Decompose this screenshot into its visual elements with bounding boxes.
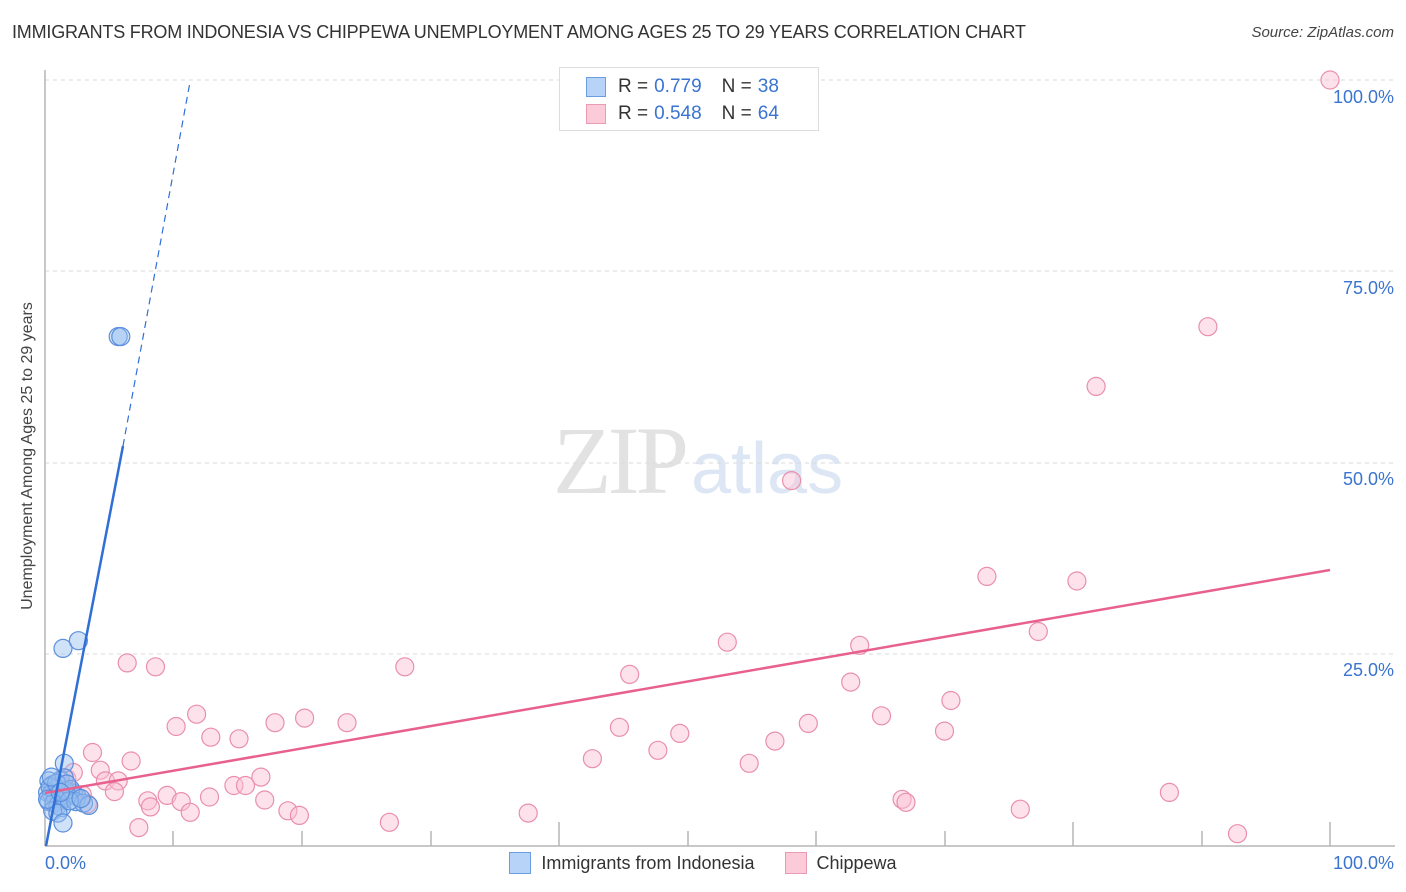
data-point	[739, 753, 759, 773]
n-value: 64	[757, 103, 779, 124]
n-label: N =	[721, 103, 752, 124]
n-label: N =	[721, 76, 752, 97]
data-point	[251, 767, 271, 787]
data-point	[79, 795, 99, 816]
data-point	[717, 632, 737, 652]
data-point	[278, 801, 298, 821]
legend-item-chippewa[interactable]: Chippewa	[784, 852, 897, 874]
watermark-atlas: atlas	[691, 429, 844, 509]
data-point	[1010, 799, 1030, 819]
data-point	[129, 817, 149, 838]
data-point	[199, 787, 220, 807]
x-axis-ticks	[172, 822, 1331, 846]
data-point	[255, 790, 275, 810]
indonesia-legend-swatch	[509, 852, 532, 874]
data-point	[111, 327, 131, 347]
data-point	[229, 729, 249, 749]
r-label: R =	[618, 103, 649, 124]
data-point	[224, 775, 244, 796]
r-value: 0.548	[654, 103, 702, 124]
indonesia-trendline-extension	[122, 81, 191, 447]
data-point	[71, 788, 91, 809]
gridlines	[45, 79, 1395, 655]
data-point	[166, 716, 186, 737]
data-point	[871, 706, 892, 726]
r-value: 0.779	[654, 76, 702, 97]
watermark: ZIPatlas	[553, 405, 843, 516]
trendlines	[44, 81, 1331, 847]
data-point	[337, 713, 357, 733]
data-point	[265, 713, 285, 733]
data-point	[379, 812, 399, 832]
data-point	[648, 740, 668, 760]
watermark-zip: ZIP	[553, 407, 689, 514]
legend-row-indonesia: R = 0.779 N = 38	[586, 74, 779, 100]
data-point	[1198, 317, 1218, 337]
data-point	[140, 797, 160, 817]
data-point	[157, 785, 177, 806]
data-point	[841, 672, 861, 692]
data-point	[934, 721, 955, 741]
data-point	[609, 717, 630, 737]
axes	[44, 70, 1395, 847]
data-point	[145, 657, 166, 677]
data-point	[582, 749, 603, 769]
x-tick-100: 100.0%	[1332, 853, 1394, 873]
indonesia-swatch	[586, 77, 606, 97]
data-point	[1086, 376, 1106, 396]
n-value: 38	[757, 76, 779, 97]
data-point	[1159, 782, 1180, 803]
data-point	[117, 653, 137, 673]
legend-item-indonesia[interactable]: Immigrants from Indonesia	[509, 852, 755, 874]
data-point	[395, 657, 415, 677]
data-point	[896, 792, 916, 812]
series-legend: Immigrants from Indonesia Chippewa	[0, 852, 1406, 874]
chippewa-legend-swatch	[784, 852, 807, 874]
data-point	[53, 813, 73, 833]
data-point	[620, 664, 640, 685]
data-point	[765, 731, 785, 751]
x-tick-0: 0.0%	[45, 853, 87, 873]
data-point	[180, 802, 200, 822]
indonesia-trendline	[44, 445, 125, 847]
data-point	[68, 631, 89, 651]
r-label: R =	[618, 76, 649, 97]
data-point	[187, 704, 207, 724]
y-tick-50: 50.0%	[1342, 469, 1394, 489]
data-point	[53, 638, 73, 659]
data-point	[289, 805, 309, 826]
y-tick-75: 75.0%	[1342, 278, 1394, 298]
data-point	[121, 751, 141, 771]
data-point	[670, 723, 690, 744]
data-point	[295, 708, 315, 728]
chippewa-trendline	[44, 568, 1331, 795]
data-point	[1227, 824, 1248, 844]
data-point	[104, 781, 125, 802]
legend-row-chippewa: R = 0.548 N = 64	[586, 101, 779, 127]
y-axis-label: Unemployment Among Ages 25 to 29 years	[19, 302, 36, 610]
y-tick-25: 25.0%	[1342, 660, 1394, 680]
data-point	[90, 760, 110, 780]
legend-label: Immigrants from Indonesia	[541, 852, 755, 873]
data-point	[1320, 70, 1340, 90]
data-point	[1028, 621, 1048, 642]
legend-label: Chippewa	[816, 852, 897, 873]
y-tick-100: 100.0%	[1332, 87, 1394, 107]
data-point	[518, 803, 538, 823]
chippewa-swatch	[586, 104, 606, 124]
data-point	[941, 690, 961, 711]
data-point	[201, 727, 221, 747]
source-label: Source: ZipAtlas.com	[1251, 24, 1394, 41]
data-point	[977, 566, 997, 587]
data-point	[82, 742, 103, 763]
chart-title: IMMIGRANTS FROM INDONESIA VS CHIPPEWA UN…	[12, 22, 1026, 42]
data-point	[781, 471, 802, 491]
data-point	[798, 713, 818, 734]
chippewa-points	[48, 70, 1340, 844]
data-point	[235, 775, 256, 796]
correlation-legend: R = 0.779 N = 38 R = 0.548 N = 64	[559, 67, 819, 131]
data-point	[1067, 571, 1087, 591]
